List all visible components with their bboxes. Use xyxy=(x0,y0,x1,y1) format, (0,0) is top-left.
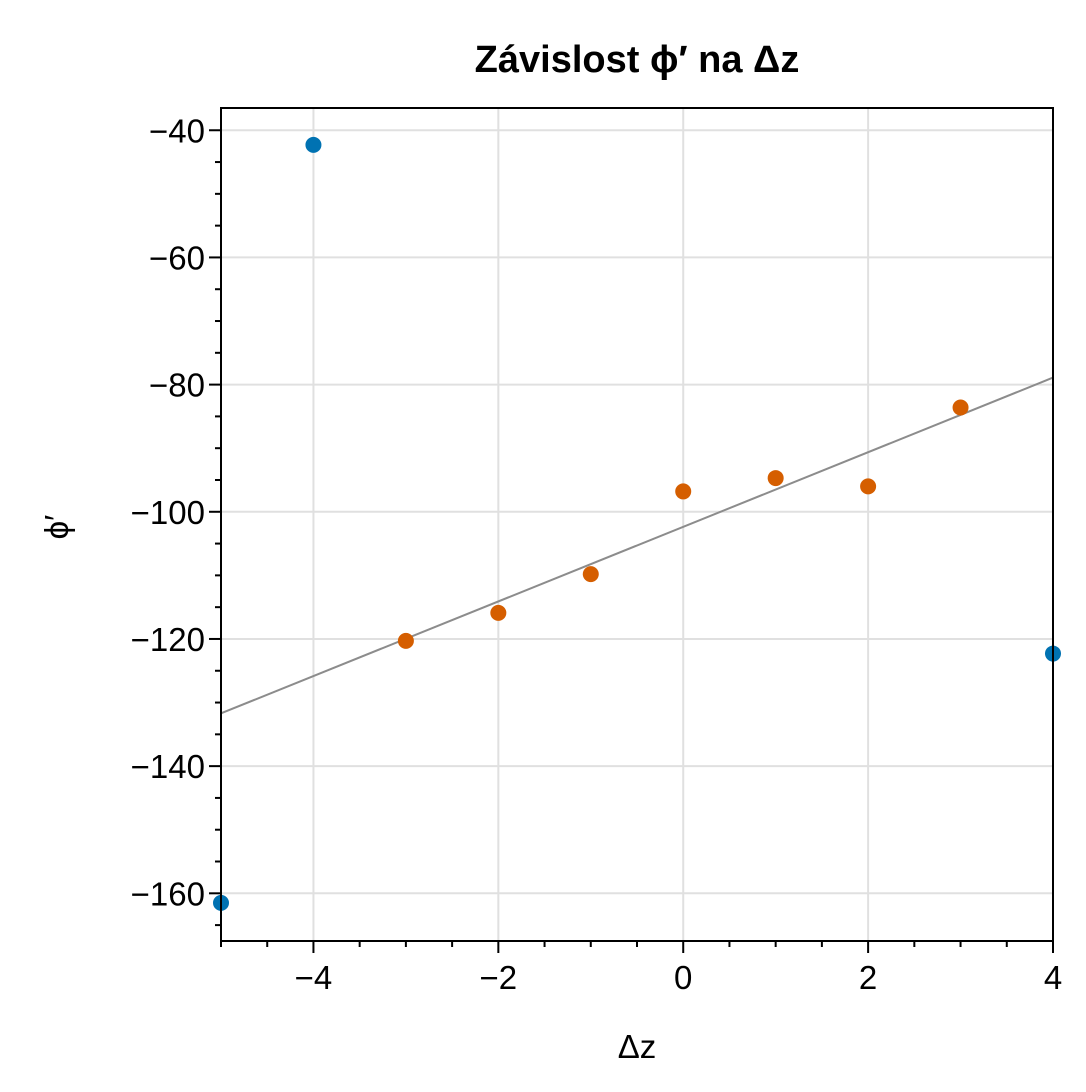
data-point-series-2 xyxy=(860,478,877,495)
data-point-series-2 xyxy=(675,483,692,500)
plot-frame xyxy=(220,107,1054,942)
y-tick-label: −60 xyxy=(149,239,205,276)
y-tick-label: −100 xyxy=(131,494,205,531)
y-axis-label: ϕ′ xyxy=(38,515,75,540)
fit-line-layer xyxy=(220,376,1054,715)
tick-labels: −4 −2 0 2 4 −40 −60 −80 −100 −120 −140 −160 xyxy=(131,112,1063,996)
x-tick-label: 2 xyxy=(859,959,877,996)
x-tick-label: 0 xyxy=(674,959,692,996)
data-point-series-2 xyxy=(767,470,784,487)
gridlines xyxy=(221,108,1054,941)
y-tick-label: −140 xyxy=(131,748,205,785)
x-tick-label: −4 xyxy=(295,959,333,996)
y-tick-label: −160 xyxy=(131,875,205,912)
y-tick-label: −40 xyxy=(149,112,205,149)
y-tick-label: −80 xyxy=(149,367,205,404)
y-tick-label: −120 xyxy=(131,621,205,658)
data-point-series-2 xyxy=(952,399,969,416)
x-axis-label: Δz xyxy=(618,1028,657,1065)
ticks xyxy=(209,129,1054,953)
data-point-series-1 xyxy=(305,136,322,153)
x-tick-label: −2 xyxy=(480,959,518,996)
data-point-series-2 xyxy=(490,604,507,621)
fit-line xyxy=(220,376,1054,715)
points-layer xyxy=(213,136,1061,911)
x-tick-label: 4 xyxy=(1044,959,1062,996)
data-point-series-2 xyxy=(397,632,414,649)
data-point-series-2 xyxy=(582,566,599,583)
chart-title: Závislost ϕ′ na Δz xyxy=(475,39,800,81)
